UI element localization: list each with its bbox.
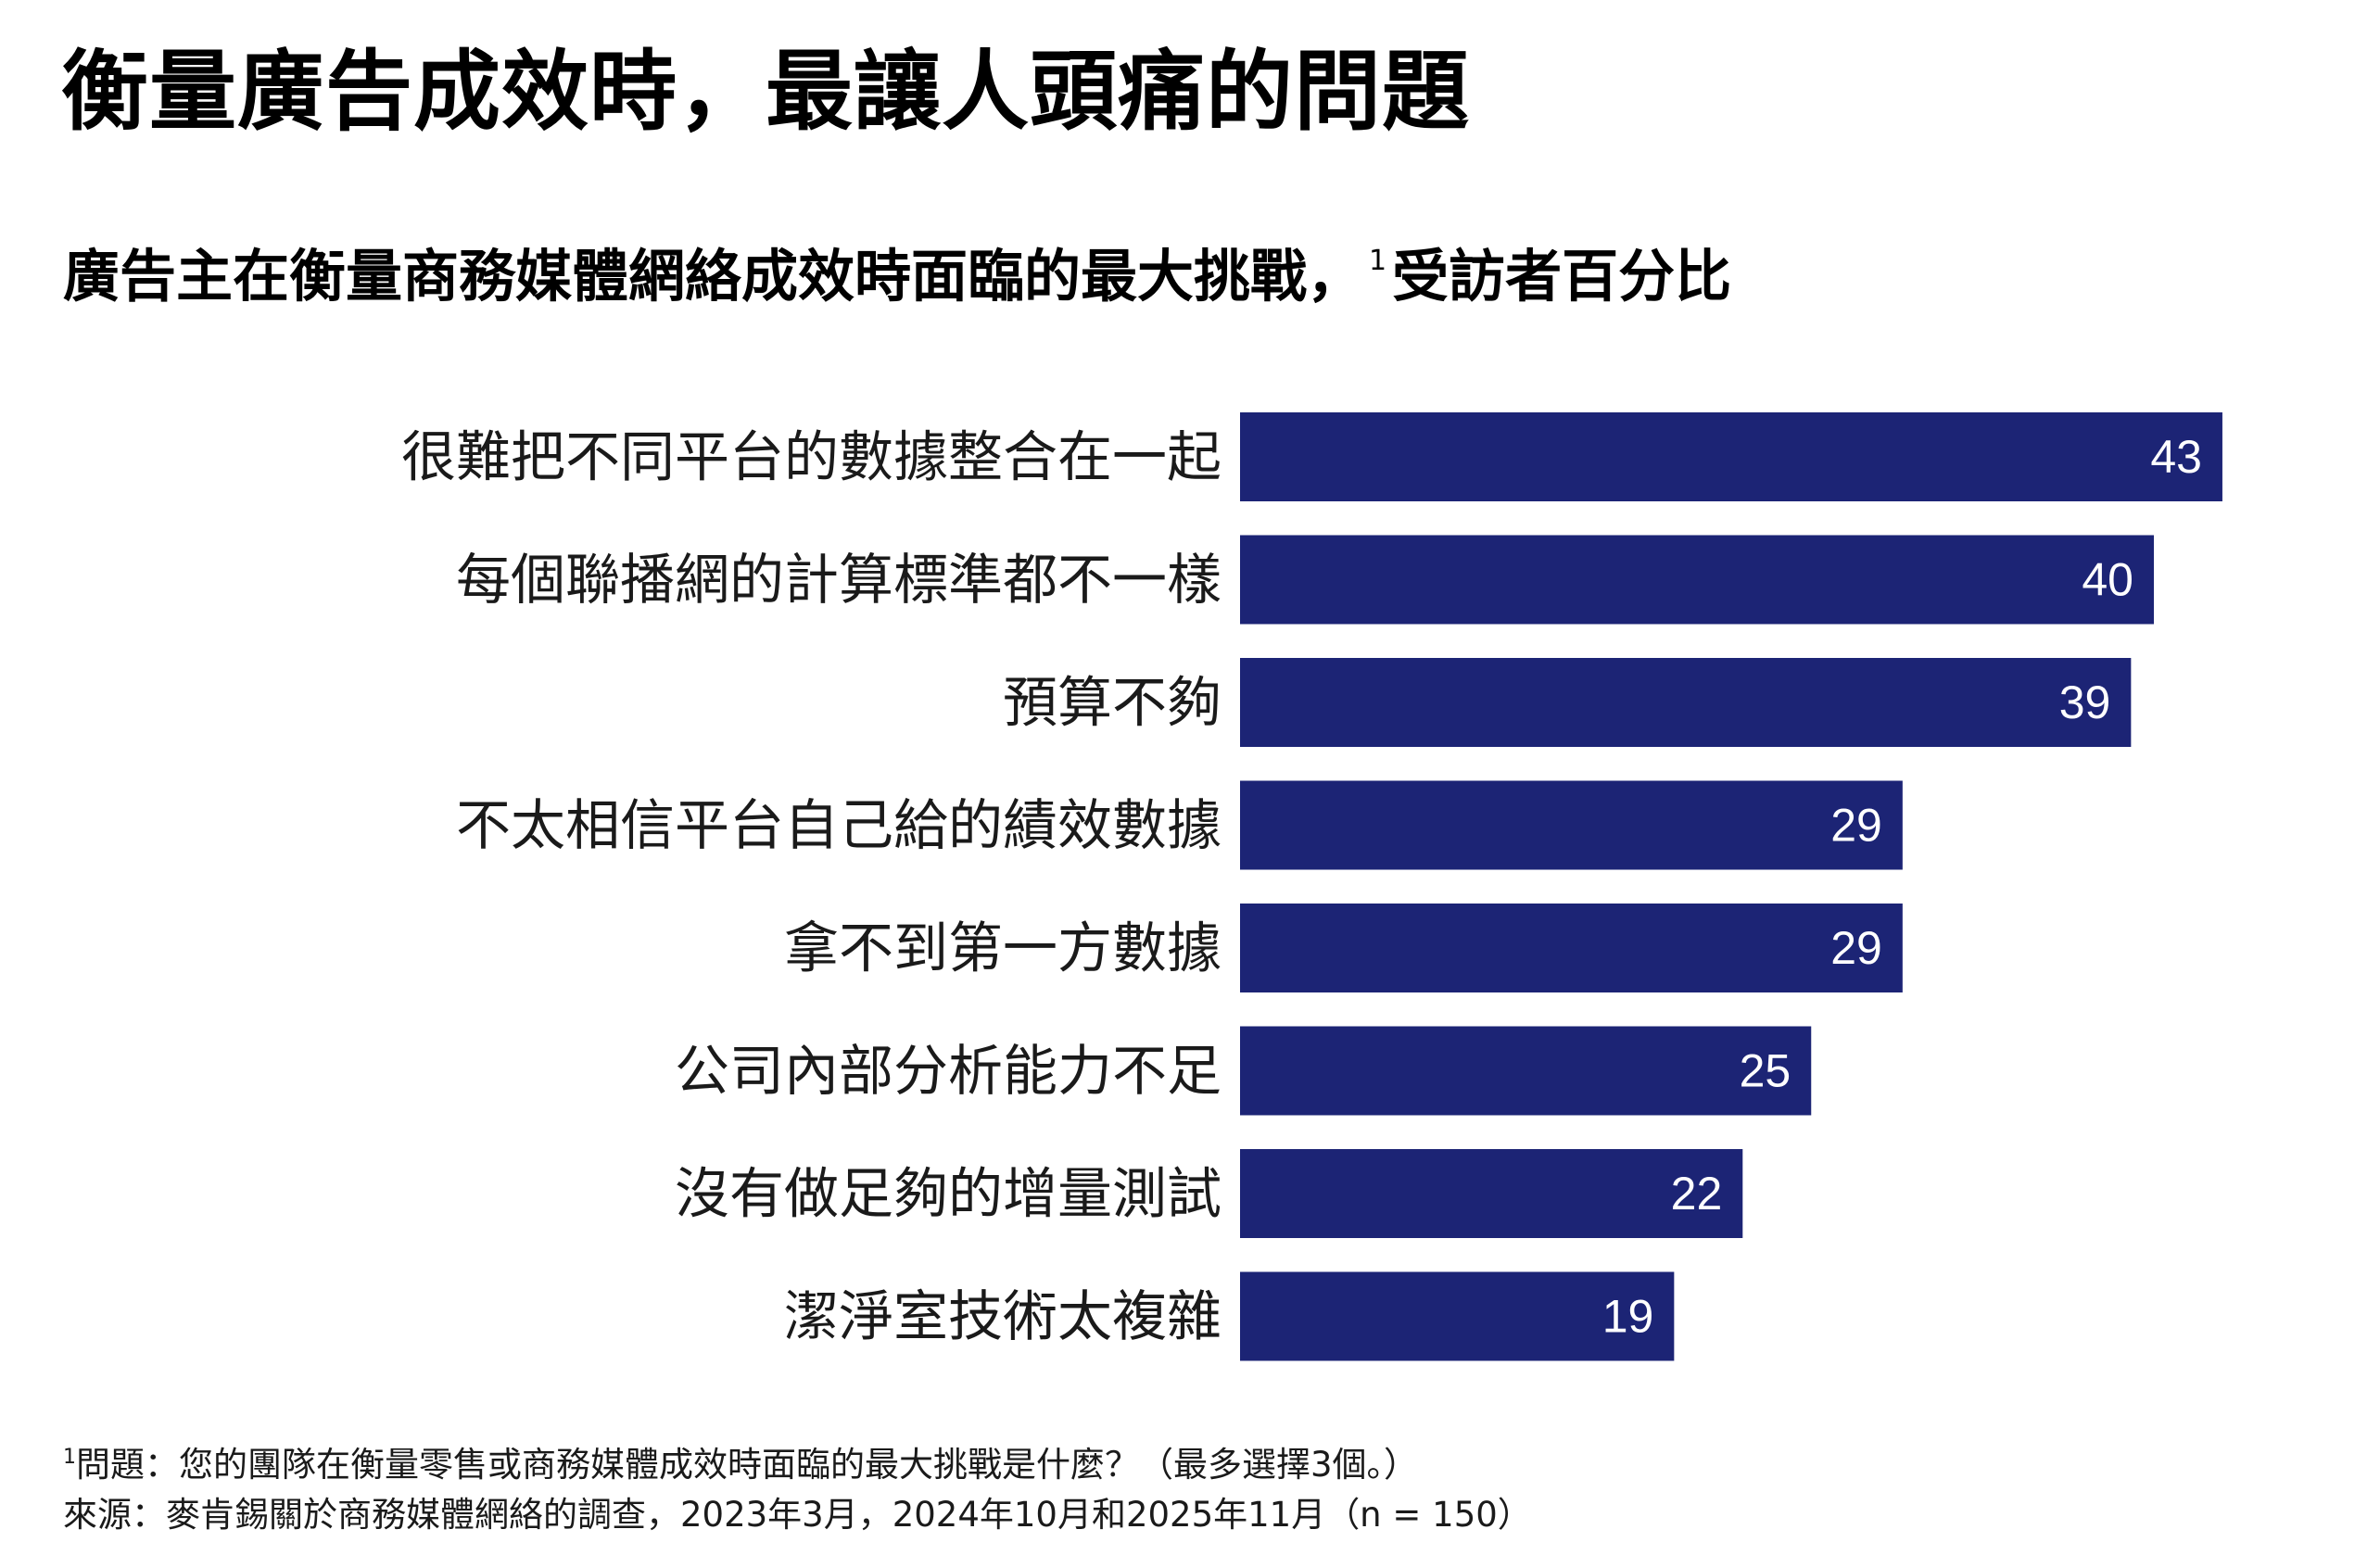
category-label-4: 不太相信平台自己給的績效數據 (456, 793, 1222, 857)
subtitle-unit: 受訪者百分比 (1392, 244, 1732, 310)
category-label-3: 預算不夠 (1003, 671, 1222, 735)
bars-group: 很難把不同平台的數據整合在一起 43 每個聯播網的計算標準都不一樣 40 預算不夠 39 不… (401, 412, 2222, 1361)
category-label-6: 公司內部分析能力不足 (675, 1039, 1222, 1103)
subtitle-text: 廣告主在衡量商務媒體網絡成效時面臨的最大挑戰， (63, 244, 1364, 310)
bar-4 (1240, 780, 1903, 870)
bar-6 (1240, 1026, 1812, 1116)
chart-title: 衡量廣告成效時，最讓人頭痛的問題 (61, 42, 1471, 143)
bar-1 (1240, 412, 2222, 501)
category-label-1: 很難把不同平台的數據整合在一起 (401, 425, 1222, 489)
question-text: 問題：您的團隊在衡量零售或商務媒體成效時面臨的最大挑戰是什麼？（最多選擇3個。） (76, 1445, 1419, 1485)
value-label-1: 43 (2150, 431, 2202, 483)
category-label-8: 潔淨室技術太複雜 (784, 1284, 1222, 1348)
value-label-2: 40 (2082, 554, 2133, 606)
bar-7 (1240, 1149, 1743, 1238)
bar-5 (1240, 904, 1903, 992)
chart-subtitle: 廣告主在衡量商務媒體網絡成效時面臨的最大挑戰， 1受訪者百分比 (63, 243, 1731, 310)
value-label-3: 39 (2059, 676, 2111, 728)
category-label-7: 沒有做足夠的增量測試 (675, 1162, 1222, 1226)
value-label-7: 22 (1671, 1168, 1723, 1220)
value-label-4: 29 (1830, 800, 1882, 852)
footnotes: 1問題：您的團隊在衡量零售或商務媒體成效時面臨的最大挑戰是什麼？（最多選擇3個。… (63, 1433, 1532, 1540)
question-footnote: 1問題：您的團隊在衡量零售或商務媒體成效時面臨的最大挑戰是什麼？（最多選擇3個。… (63, 1433, 1532, 1490)
bar-8 (1240, 1271, 1675, 1361)
bar-3 (1240, 658, 2132, 747)
value-label-5: 29 (1830, 922, 1882, 974)
value-label-8: 19 (1602, 1291, 1654, 1343)
source-footnote: 來源：麥肯錫關於商務媒體網絡的調查，2023年3月，2024年10月和2025年… (63, 1495, 1532, 1535)
category-label-2: 每個聯播網的計算標準都不一樣 (456, 548, 1222, 612)
question-footnote-mark: 1 (63, 1446, 76, 1469)
category-label-5: 拿不到第一方數據 (784, 916, 1222, 980)
bar-2 (1240, 535, 2154, 625)
subtitle-footnote-mark: 1 (1369, 245, 1387, 277)
value-label-6: 25 (1740, 1045, 1791, 1097)
